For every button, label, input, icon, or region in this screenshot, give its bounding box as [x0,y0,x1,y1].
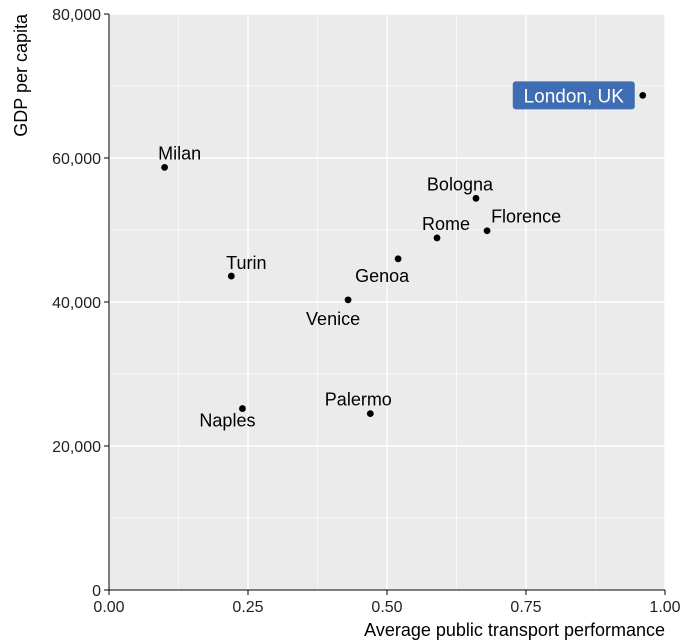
y-tick-label: 40,000 [52,295,101,312]
point-label: Rome [422,214,470,234]
point-label: Milan [158,143,201,163]
point-label: Genoa [355,266,410,286]
y-axis-title: GDP per capita [11,13,31,137]
x-tick-label: 0.00 [93,599,124,616]
data-point [239,405,246,412]
data-point [227,272,235,280]
data-point [344,296,352,304]
point-label: Venice [306,309,360,329]
x-axis-ticks: 0.00 0.25 0.50 0.75 1.00 [93,590,681,616]
data-labels: Milan Turin Naples Venice Palermo Genoa Rome Bo… [158,81,635,431]
y-tick-label: 60,000 [52,151,101,168]
data-point [394,255,402,263]
x-tick-label: 0.75 [510,599,541,616]
data-point [433,234,441,242]
highlight-label-box [512,81,635,110]
point-label: Bologna [427,174,494,194]
y-tick-label: 80,000 [52,7,101,24]
data-point [366,410,374,417]
y-axis-ticks: 0 20,000 40,000 60,000 80,000 [52,7,109,600]
y-tick-label: 0 [92,583,101,600]
point-label: Florence [491,207,561,227]
data-point [161,163,169,171]
data-point [472,194,480,202]
y-tick-label: 20,000 [52,439,101,456]
highlight-label: London, UK [524,86,625,107]
point-label: Naples [199,411,255,431]
x-tick-label: 0.25 [232,599,263,616]
x-tick-label: 1.00 [649,599,680,616]
data-point [639,91,647,99]
point-label: Palermo [325,390,392,410]
point-label: Turin [226,253,266,273]
data-point [483,227,491,235]
data-points [161,91,647,417]
x-tick-label: 0.50 [371,599,402,616]
x-axis-title: Average public transport performance [364,620,665,640]
